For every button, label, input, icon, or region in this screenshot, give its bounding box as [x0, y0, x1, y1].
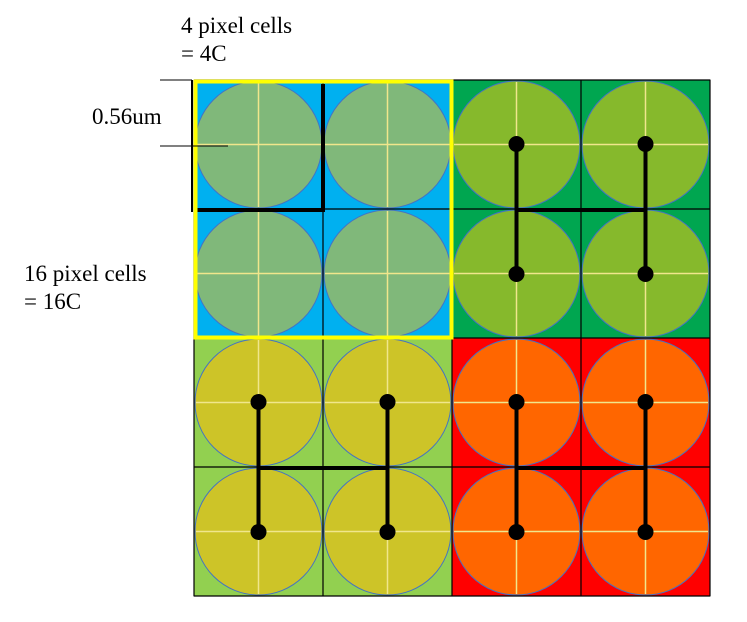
contact-dot-bottom-left: [379, 394, 396, 410]
contact-dot-bottom-right: [508, 394, 525, 410]
four-cells-label-line1: 4 pixel cells: [181, 13, 293, 38]
contact-dot-bottom-right: [508, 524, 525, 540]
contact-dot-top-right: [508, 136, 525, 152]
contact-dot-bottom-right: [637, 524, 654, 540]
sixteen-cells-label-line1: 16 pixel cells: [24, 261, 147, 286]
contact-dot-bottom-left: [250, 394, 267, 410]
contact-dot-bottom-left: [250, 524, 267, 540]
contact-dot-bottom-left: [379, 524, 396, 540]
contact-dot-top-right: [637, 266, 654, 282]
contact-dot-top-right: [637, 136, 654, 152]
four-cells-label-line2: = 4C: [181, 41, 227, 66]
four-cell-highlight: [193, 79, 454, 340]
contact-dot-top-right: [508, 266, 525, 282]
sixteen-cells-label-line2: = 16C: [24, 289, 82, 314]
pitch-label: 0.56um: [92, 104, 162, 129]
contact-dot-bottom-right: [637, 394, 654, 410]
